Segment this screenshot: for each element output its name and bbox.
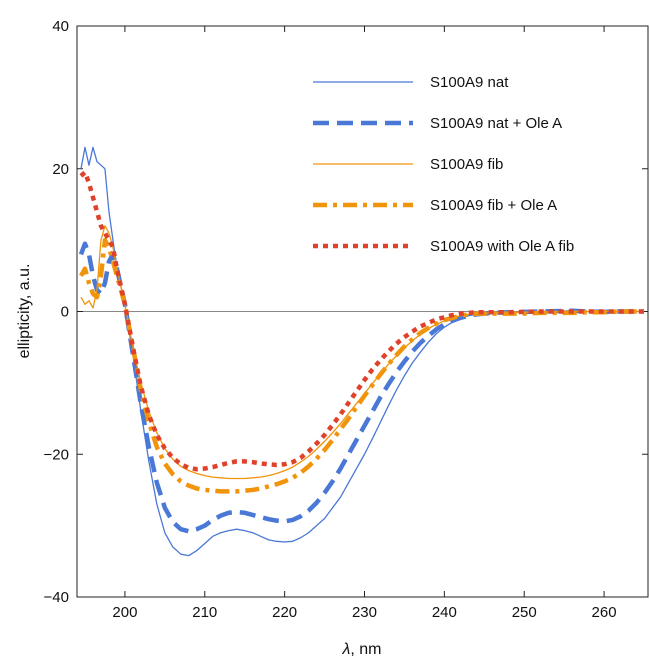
x-tick-label: 220 — [272, 604, 297, 621]
y-tick-label: −20 — [44, 446, 69, 463]
x-tick-label: 240 — [432, 604, 457, 621]
series-line-3 — [80, 225, 645, 480]
y-axis-label: ellipticity, a.u. — [16, 264, 33, 359]
x-tick-label: 260 — [592, 604, 617, 621]
x-axis-unit: , nm — [350, 641, 381, 658]
y-tick-label: 20 — [52, 161, 69, 178]
legend-label-4: S100A9 fib + Ole A — [430, 197, 557, 214]
series-line-1 — [80, 146, 645, 557]
x-tick-label: 210 — [192, 604, 217, 621]
axis-ticks: 200 210 220 230 240 250 260 −40 −20 0 20 40 — [44, 18, 648, 621]
legend-label-2: S100A9 nat + Ole A — [430, 115, 562, 132]
legend-label-1: S100A9 nat — [430, 74, 509, 91]
series-line-4 — [79, 237, 645, 494]
legend-label-3: S100A9 fib — [430, 156, 503, 173]
x-tick-label: 230 — [352, 604, 377, 621]
x-axis-label: λ, nm — [342, 641, 382, 658]
series-line-5 — [79, 170, 645, 472]
y-tick-label: −40 — [44, 589, 69, 606]
y-tick-label: 0 — [61, 304, 69, 321]
x-axis-variable: λ — [342, 641, 351, 658]
x-tick-label: 200 — [112, 604, 137, 621]
legend: S100A9 nat S100A9 nat + Ole A S100A9 fib S1… — [313, 74, 574, 255]
y-tick-label: 40 — [52, 18, 69, 35]
legend-label-5: S100A9 with Ole A fib — [430, 238, 574, 255]
x-tick-label: 250 — [512, 604, 537, 621]
series-line-2 — [78, 241, 645, 534]
series-layer — [78, 146, 645, 557]
